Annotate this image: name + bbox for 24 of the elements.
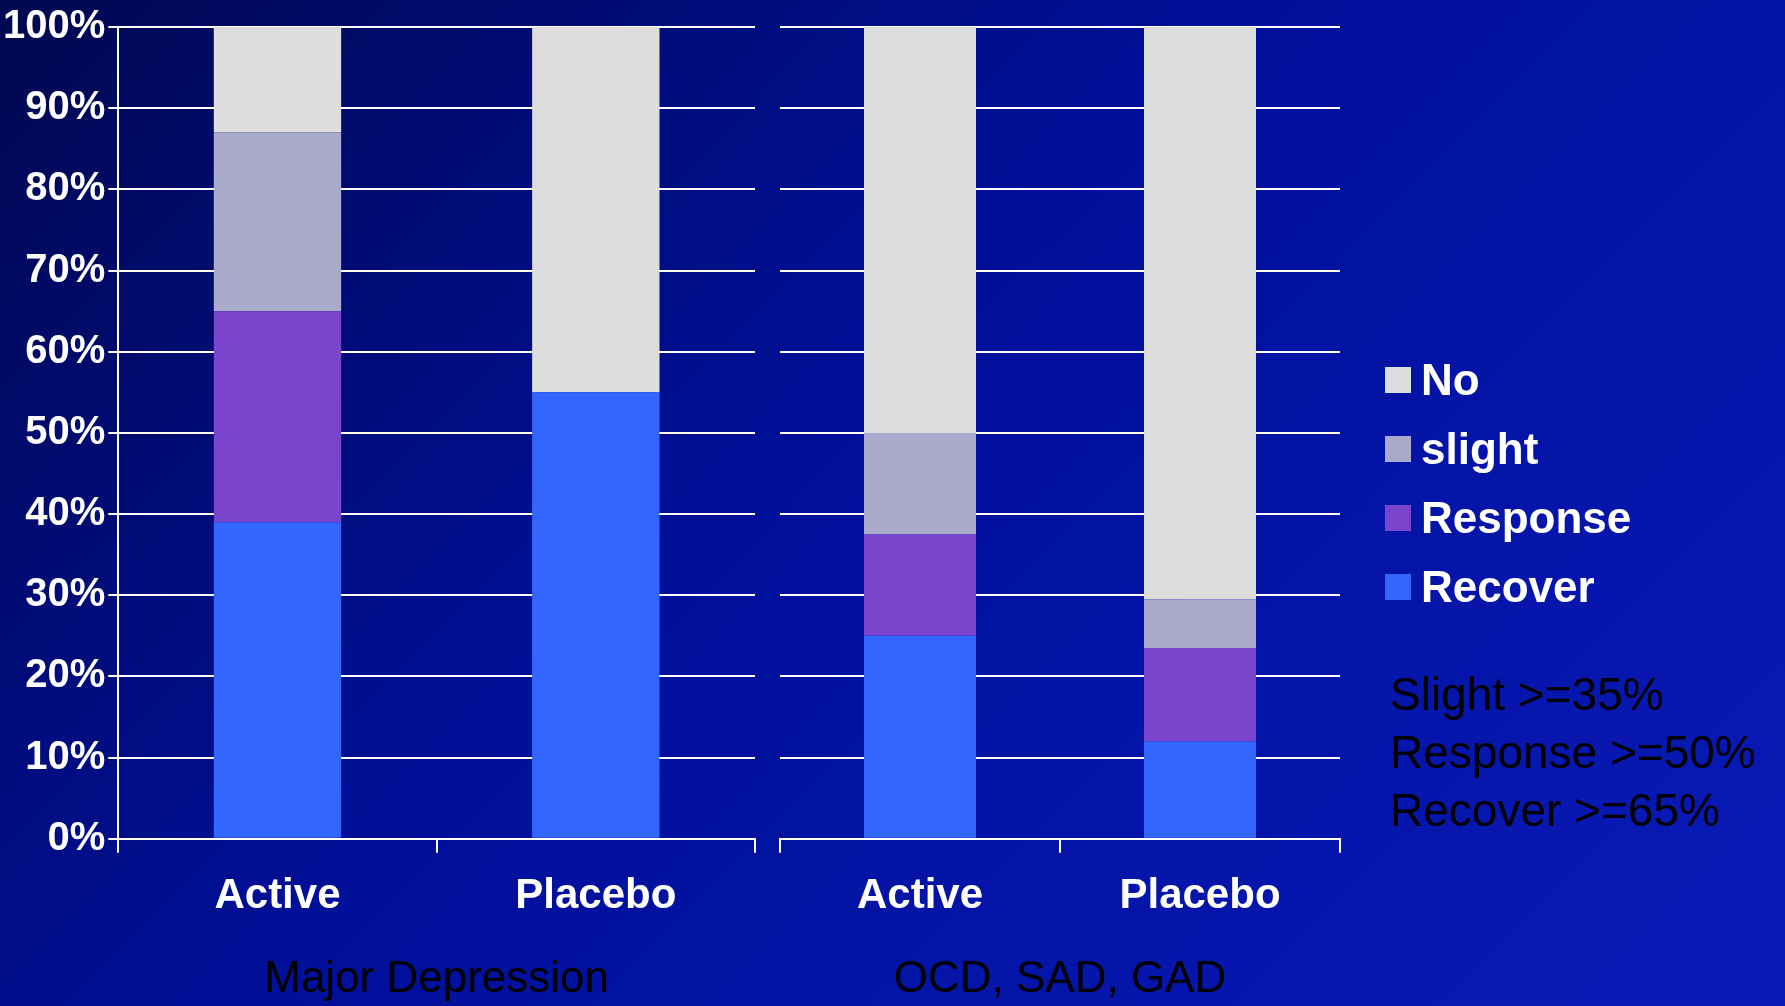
y-tick-label: 30%: [25, 570, 106, 615]
legend-label: Recover: [1421, 561, 1595, 612]
legend-label: Response: [1421, 492, 1632, 543]
x-tick-label: Active: [214, 869, 341, 917]
text: Recover >=65%: [1390, 783, 1721, 838]
legend-label: No: [1421, 354, 1480, 405]
y-tick-label: 60%: [25, 326, 106, 371]
text: Response >=50%: [1390, 725, 1756, 780]
y-tick-label: 90%: [25, 83, 106, 128]
y-tick-label: 10%: [25, 732, 106, 777]
x-axis-title: OCD, SAD, GAD: [893, 951, 1227, 1001]
x-axis-title: Major Depression: [264, 951, 610, 1001]
y-tick-label: 100%: [2, 2, 106, 47]
x-tick-label: Active: [856, 869, 984, 917]
x-tick-label: Placebo: [515, 869, 677, 917]
y-tick-label: 40%: [25, 489, 106, 534]
y-tick-label: 80%: [25, 164, 106, 209]
x-tick-label: Placebo: [1119, 869, 1281, 917]
y-tick-label: 0%: [47, 813, 106, 858]
y-tick-label: 20%: [25, 651, 106, 696]
legend-label: slight: [1421, 423, 1539, 474]
y-tick-label: 70%: [25, 245, 106, 290]
text: Slight >=35%: [1390, 667, 1665, 722]
y-tick-label: 50%: [25, 407, 106, 452]
